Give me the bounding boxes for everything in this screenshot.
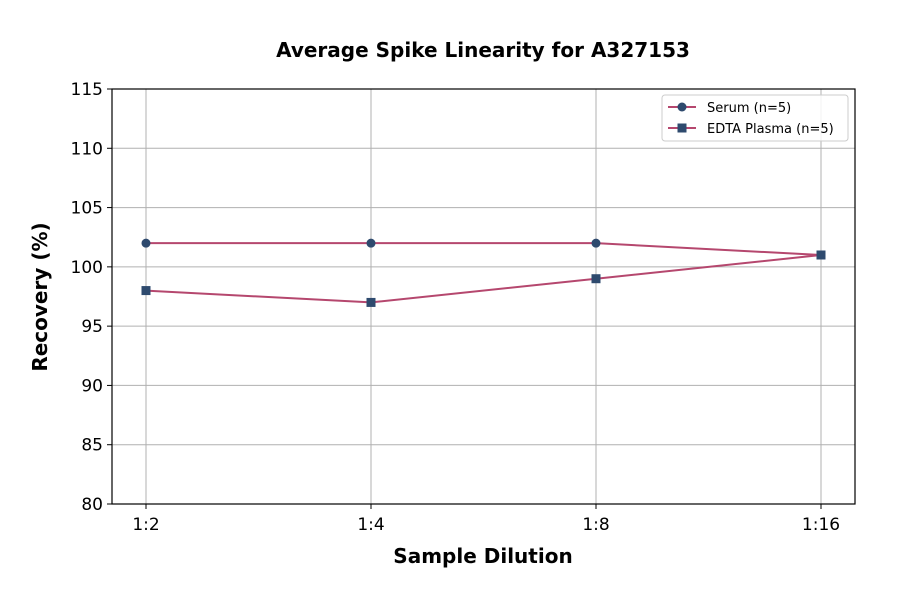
data-point-0	[366, 238, 376, 248]
plot-frame	[111, 88, 856, 505]
data-point-0	[591, 238, 601, 248]
y-tick-label: 90	[81, 376, 103, 396]
series-line-1	[145, 254, 822, 304]
data-point-1	[366, 297, 376, 307]
y-tick-label: 100	[71, 258, 103, 278]
x-tick-label: 1:2	[132, 515, 159, 535]
legend-marker	[677, 102, 687, 112]
legend: Serum (n=5) EDTA Plasma (n=5)	[661, 94, 849, 142]
y-axis-label: Recovery (%)	[28, 222, 52, 371]
data-point-1	[141, 286, 151, 296]
data-point-1	[816, 250, 826, 260]
y-tick-label: 95	[81, 317, 103, 337]
x-axis-label: Sample Dilution	[393, 544, 572, 568]
y-tick-label: 110	[71, 139, 103, 159]
y-tick-label: 115	[71, 80, 103, 100]
y-tick-label: 80	[81, 495, 103, 515]
data-point-1	[591, 274, 601, 284]
legend-label: Serum (n=5)	[707, 101, 791, 116]
x-tick-label: 1:16	[802, 515, 840, 535]
x-tick-label: 1:4	[357, 515, 384, 535]
chart-title: Average Spike Linearity for A327153	[276, 38, 690, 62]
y-tick-label: 105	[71, 199, 103, 219]
series-line-0	[146, 242, 822, 256]
legend-marker	[677, 123, 687, 133]
data-point-0	[141, 238, 151, 248]
y-tick-label: 85	[81, 436, 103, 456]
legend-label: EDTA Plasma (n=5)	[707, 122, 834, 137]
x-tick-label: 1:8	[582, 515, 609, 535]
grid	[112, 88, 855, 505]
